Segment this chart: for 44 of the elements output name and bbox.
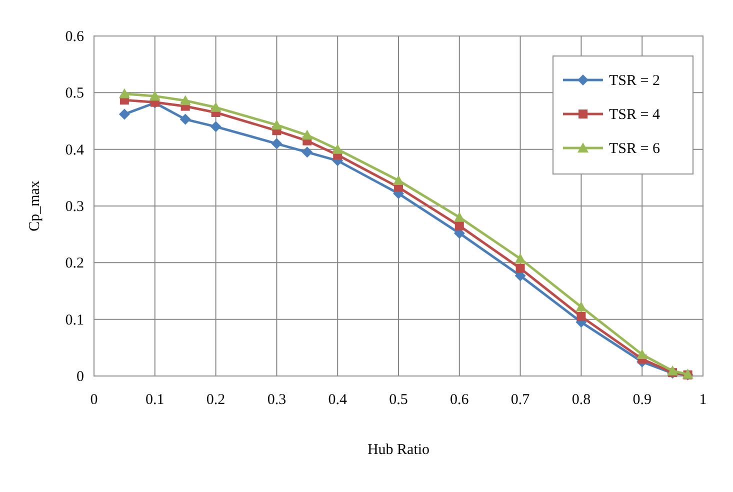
x-tick-label: 0.3	[267, 392, 286, 408]
y-tick-label: 0.4	[65, 142, 84, 158]
legend-label: TSR = 6	[609, 141, 660, 157]
point	[180, 114, 191, 125]
point	[118, 88, 130, 98]
point	[271, 119, 282, 130]
x-tick-label: 0.5	[389, 392, 408, 408]
point	[576, 301, 587, 312]
legend-label: TSR = 2	[609, 73, 660, 89]
point	[576, 312, 586, 321]
point	[332, 144, 344, 154]
y-tick-label: 0.2	[65, 256, 84, 272]
point	[210, 121, 222, 132]
point	[667, 365, 678, 376]
y-tick-label: 0.3	[65, 199, 84, 215]
point	[180, 95, 191, 106]
point	[271, 138, 282, 150]
x-axis-title: Hub Ratio	[367, 442, 430, 458]
point	[636, 348, 648, 359]
y-tick-label: 0	[76, 369, 84, 385]
point	[514, 253, 526, 264]
point	[118, 108, 130, 120]
x-tick-label: 0.9	[632, 392, 652, 408]
x-tick-label: 0.2	[206, 392, 226, 408]
x-tick-label: 0.6	[450, 392, 470, 408]
legend-label: TSR = 4	[609, 107, 660, 123]
point	[302, 130, 313, 140]
point	[393, 175, 404, 185]
y-tick-label: 0.5	[65, 86, 84, 102]
x-tick-label: 1	[699, 392, 707, 408]
x-tick-label: 0.8	[572, 392, 591, 408]
y-axis-title: Cp_max	[27, 180, 43, 232]
x-tick-label: 0	[90, 392, 98, 408]
y-tick-label: 0.6	[65, 29, 84, 45]
point	[302, 146, 313, 158]
point	[210, 102, 222, 112]
x-tick-label: 0.1	[146, 392, 164, 408]
x-tick-label: 0.4	[328, 392, 348, 408]
point	[149, 90, 160, 101]
point	[454, 221, 464, 230]
x-tick-label: 0.7	[510, 392, 530, 408]
point	[516, 264, 525, 273]
y-tick-label: 0.1	[65, 312, 84, 328]
point	[454, 212, 465, 222]
